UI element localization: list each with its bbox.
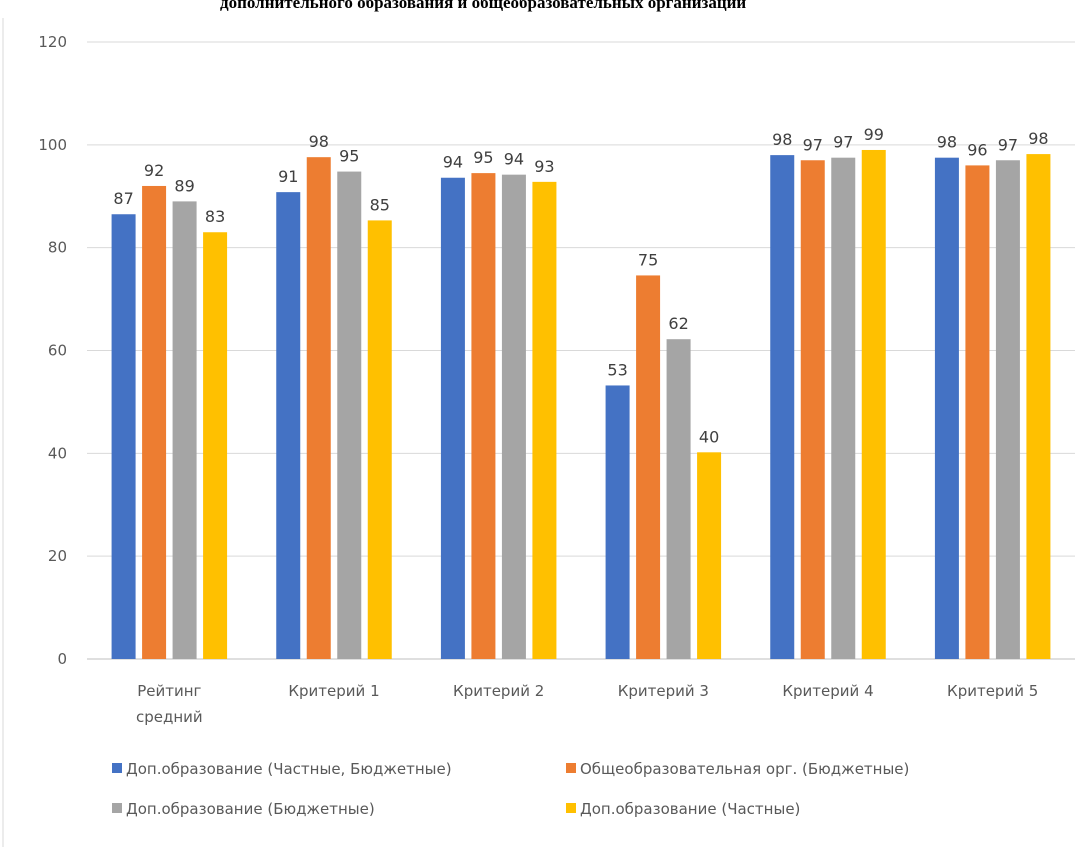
data-label: 94: [443, 153, 463, 172]
y-tick-label: 20: [48, 547, 67, 565]
bars: [111, 149, 1051, 660]
data-label: 85: [370, 195, 390, 214]
legend-swatch: [112, 803, 122, 813]
data-label: 62: [668, 314, 688, 333]
bar: [965, 165, 990, 659]
data-label: 92: [144, 161, 164, 180]
legend-label: Доп.образование (Частные): [580, 800, 800, 818]
category-label: Критерий 2: [453, 682, 544, 700]
y-tick-label: 120: [38, 33, 67, 51]
bar: [831, 157, 856, 659]
data-label: 94: [504, 150, 524, 169]
data-label: 53: [607, 360, 627, 379]
data-label: 98: [1028, 129, 1048, 148]
data-label: 91: [278, 167, 298, 186]
category-label: Рейтинг средний: [136, 682, 203, 726]
bar: [861, 149, 886, 659]
bar: [501, 174, 526, 659]
legend-label: Общеобразовательная орг. (Бюджетные): [580, 760, 909, 778]
category-label: Критерий 5: [947, 682, 1038, 700]
data-label: 97: [998, 135, 1018, 154]
data-label: 40: [699, 427, 719, 446]
data-label: 99: [864, 125, 884, 144]
data-label: 98: [772, 130, 792, 149]
bar: [367, 220, 392, 659]
legend-swatch: [566, 763, 576, 773]
bar: [276, 192, 301, 660]
category-label: Критерий 1: [288, 682, 379, 700]
data-label: 83: [205, 207, 225, 226]
bar: [306, 157, 331, 659]
bar: [1026, 154, 1051, 660]
bar: [636, 275, 661, 659]
x-axis: Рейтинг средний Критерий 1 Критерий 2 Критер…: [136, 682, 1038, 726]
y-tick-label: 100: [38, 136, 67, 154]
data-label: 97: [833, 133, 853, 152]
bar: [697, 452, 722, 659]
gridlines: [87, 41, 1075, 660]
category-label: Критерий 4: [782, 682, 873, 700]
bar: [666, 339, 691, 659]
legend-swatch: [112, 763, 122, 773]
y-tick-label: 60: [48, 342, 67, 360]
bar: [471, 173, 496, 660]
bar: [142, 185, 167, 659]
chart-title: дополнительного образования и общеобразо…: [220, 0, 746, 12]
data-labels: 87 91 94 53 98 98 92 98 95 75 97 96 89 95 94 62 97 97 83 85…: [113, 125, 1048, 446]
data-label: 98: [309, 132, 329, 151]
bar: [934, 157, 959, 659]
bar: [800, 160, 825, 659]
data-label: 95: [339, 147, 359, 166]
data-label: 93: [534, 157, 554, 176]
data-label: 75: [638, 250, 658, 269]
bar: [440, 177, 465, 660]
data-label: 89: [174, 176, 194, 195]
y-tick-label: 0: [57, 650, 67, 668]
bar: [337, 171, 362, 659]
legend: Доп.образование (Частные, Бюджетные) Обще…: [112, 760, 909, 818]
bar: [605, 385, 630, 659]
bar: [770, 155, 795, 659]
bar: [172, 201, 197, 659]
y-axis: 0 20 40 60 80 100 120: [38, 33, 67, 668]
data-label: 97: [803, 135, 823, 154]
bar: [203, 232, 228, 659]
legend-label: Доп.образование (Частные, Бюджетные): [126, 760, 452, 778]
legend-swatch: [566, 803, 576, 813]
data-label: 87: [113, 189, 133, 208]
bar: [995, 160, 1020, 659]
y-tick-label: 80: [48, 239, 67, 257]
data-label: 96: [967, 140, 987, 159]
data-label: 98: [937, 133, 957, 152]
y-tick-label: 40: [48, 444, 67, 462]
bar: [111, 214, 136, 659]
data-label: 95: [473, 148, 493, 167]
legend-label: Доп.образование (Бюджетные): [126, 800, 375, 818]
category-label: Критерий 3: [618, 682, 709, 700]
bar: [532, 181, 557, 659]
